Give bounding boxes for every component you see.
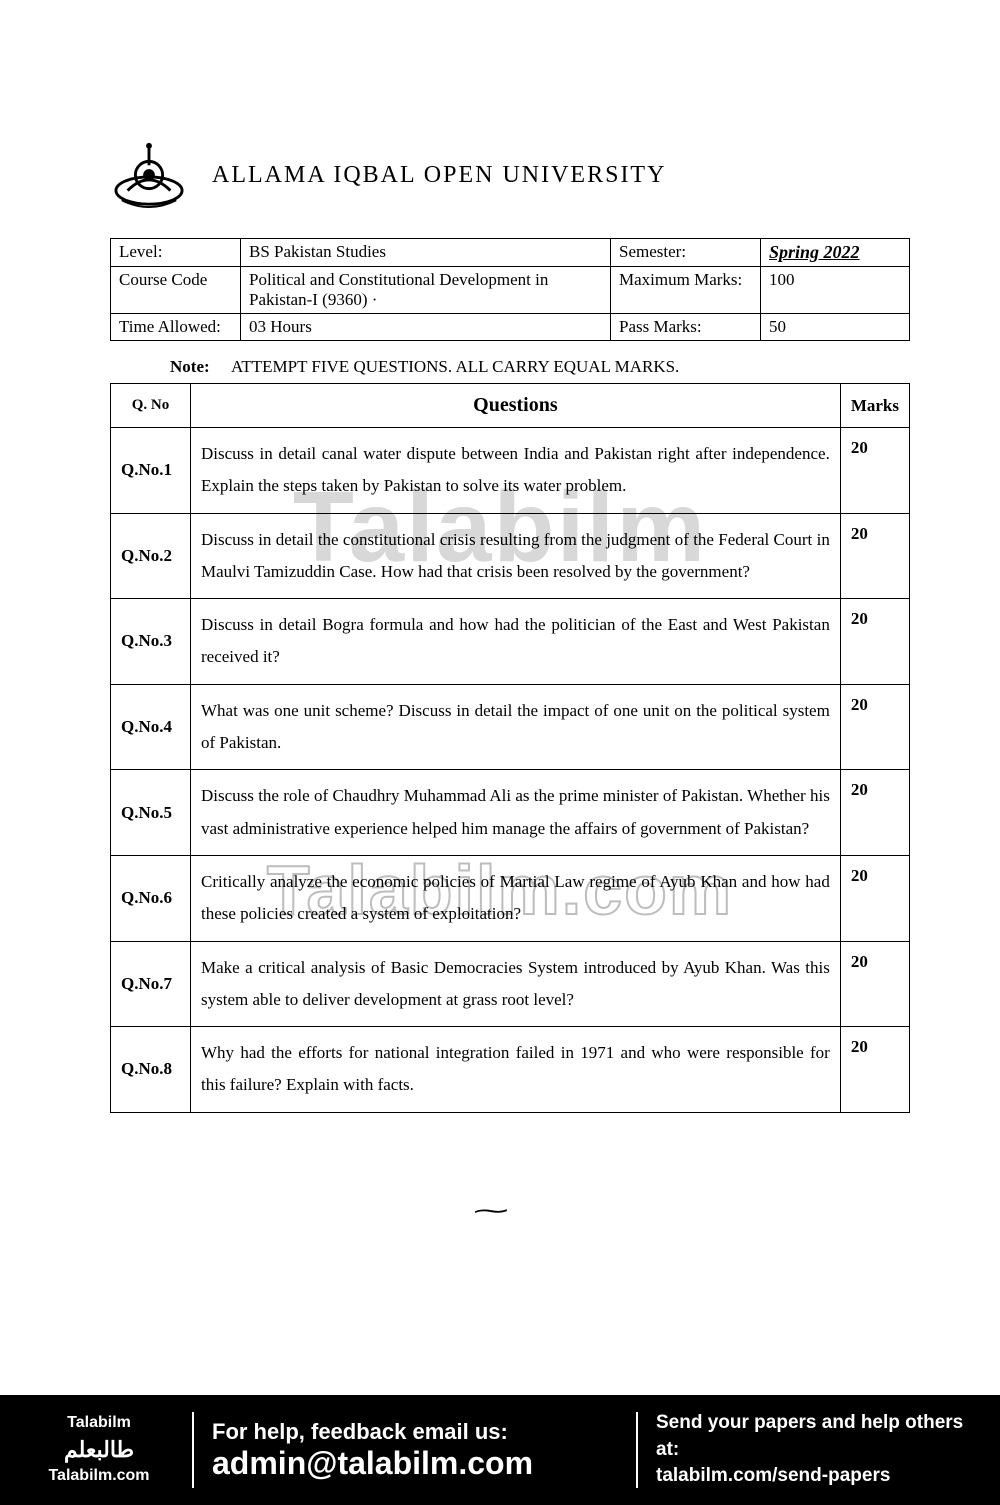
question-marks: 20 <box>840 599 909 685</box>
info-table: Level: BS Pakistan Studies Semester: Spr… <box>110 238 910 341</box>
note-label: Note: <box>170 357 210 376</box>
question-marks: 20 <box>840 428 909 514</box>
col-question: Questions <box>191 384 841 428</box>
footer-brand-arabic: طالبعلم <box>24 1435 174 1466</box>
footer-help-line2: admin@talabilm.com <box>212 1445 618 1482</box>
question-number: Q.No.1 <box>111 428 191 514</box>
pass-marks-value: 50 <box>761 314 910 341</box>
col-marks: Marks <box>840 384 909 428</box>
time-allowed-value: 03 Hours <box>241 314 611 341</box>
course-code-label: Course Code <box>111 267 241 314</box>
pass-marks-label: Pass Marks: <box>611 314 761 341</box>
header: ALLAMA IQBAL OPEN UNIVERSITY <box>110 140 910 210</box>
questions-table: Q. No Questions Marks Q.No.1Discuss in d… <box>110 383 910 1113</box>
question-number: Q.No.4 <box>111 684 191 770</box>
table-row: Q.No.6Critically analyze the economic po… <box>111 855 910 941</box>
question-number: Q.No.2 <box>111 513 191 599</box>
table-row: Q.No.7Make a critical analysis of Basic … <box>111 941 910 1027</box>
question-text: Discuss in detail Bogra formula and how … <box>191 599 841 685</box>
question-number: Q.No.3 <box>111 599 191 685</box>
time-allowed-label: Time Allowed: <box>111 314 241 341</box>
semester-value: Spring 2022 <box>761 239 910 267</box>
max-marks-label: Maximum Marks: <box>611 267 761 314</box>
footer-send-line2: talabilm.com/send-papers <box>656 1463 976 1490</box>
level-value: BS Pakistan Studies <box>241 239 611 267</box>
questions-header-row: Q. No Questions Marks <box>111 384 910 428</box>
table-row: Q.No.2Discuss in detail the constitution… <box>111 513 910 599</box>
question-number: Q.No.5 <box>111 770 191 856</box>
question-marks: 20 <box>840 855 909 941</box>
question-marks: 20 <box>840 1027 909 1113</box>
course-code-value: Political and Constitutional Development… <box>241 267 611 314</box>
footer-brand: Talabilm طالبعلم Talabilm.com <box>24 1412 174 1488</box>
footer-help: For help, feedback email us: admin@talab… <box>212 1419 618 1482</box>
question-text: Discuss in detail the constitutional cri… <box>191 513 841 599</box>
university-logo-icon <box>110 140 188 210</box>
question-text: Make a critical analysis of Basic Democr… <box>191 941 841 1027</box>
table-row: Q.No.1Discuss in detail canal water disp… <box>111 428 910 514</box>
table-row: Q.No.5Discuss the role of Chaudhry Muham… <box>111 770 910 856</box>
question-marks: 20 <box>840 941 909 1027</box>
info-row: Course Code Political and Constitutional… <box>111 267 910 314</box>
footer-divider <box>636 1412 638 1488</box>
question-marks: 20 <box>840 770 909 856</box>
question-number: Q.No.7 <box>111 941 191 1027</box>
question-text: Discuss the role of Chaudhry Muhammad Al… <box>191 770 841 856</box>
question-marks: 20 <box>840 513 909 599</box>
page-content: ALLAMA IQBAL OPEN UNIVERSITY Level: BS P… <box>0 0 1000 1113</box>
footer-brand-url: Talabilm.com <box>24 1465 174 1487</box>
max-marks-value: 100 <box>761 267 910 314</box>
note-text: ATTEMPT FIVE QUESTIONS. ALL CARRY EQUAL … <box>231 357 679 376</box>
note: Note: ATTEMPT FIVE QUESTIONS. ALL CARRY … <box>170 357 910 377</box>
question-number: Q.No.6 <box>111 855 191 941</box>
footer-send: Send your papers and help others at: tal… <box>656 1410 976 1490</box>
info-row: Time Allowed: 03 Hours Pass Marks: 50 <box>111 314 910 341</box>
footer-brand-name: Talabilm <box>24 1412 174 1434</box>
question-text: Discuss in detail canal water dispute be… <box>191 428 841 514</box>
footer: Talabilm طالبعلم Talabilm.com For help, … <box>0 1395 1000 1505</box>
page-mark-icon: ⁓ <box>473 1198 508 1224</box>
question-text: Why had the efforts for national integra… <box>191 1027 841 1113</box>
question-number: Q.No.8 <box>111 1027 191 1113</box>
footer-send-line1: Send your papers and help others at: <box>656 1410 976 1463</box>
footer-divider <box>192 1412 194 1488</box>
table-row: Q.No.3Discuss in detail Bogra formula an… <box>111 599 910 685</box>
table-row: Q.No.4What was one unit scheme? Discuss … <box>111 684 910 770</box>
university-title: ALLAMA IQBAL OPEN UNIVERSITY <box>212 162 666 189</box>
question-text: What was one unit scheme? Discuss in det… <box>191 684 841 770</box>
info-row: Level: BS Pakistan Studies Semester: Spr… <box>111 239 910 267</box>
col-qno: Q. No <box>111 384 191 428</box>
footer-help-line1: For help, feedback email us: <box>212 1419 618 1445</box>
table-row: Q.No.8Why had the efforts for national i… <box>111 1027 910 1113</box>
question-text: Critically analyze the economic policies… <box>191 855 841 941</box>
level-label: Level: <box>111 239 241 267</box>
question-marks: 20 <box>840 684 909 770</box>
semester-label: Semester: <box>611 239 761 267</box>
